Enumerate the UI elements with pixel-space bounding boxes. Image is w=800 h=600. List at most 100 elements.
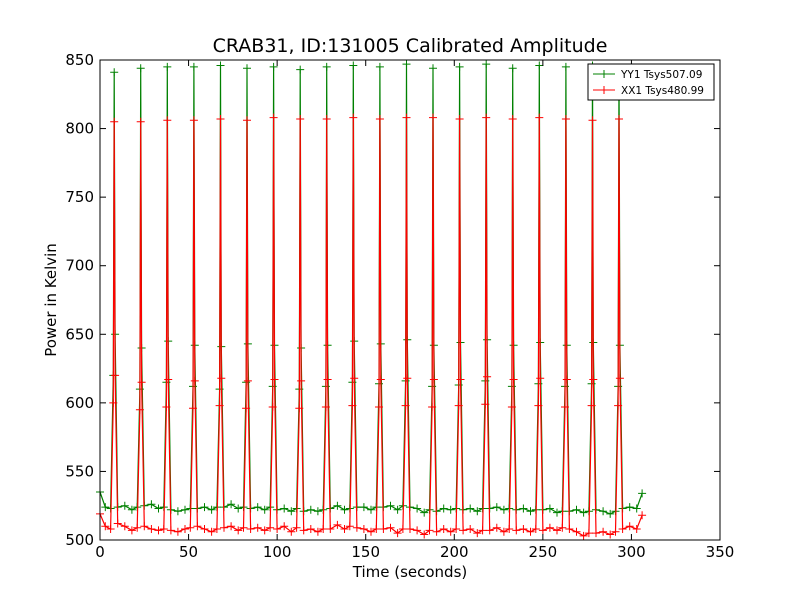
data-point-marker [589, 375, 598, 384]
data-point-marker [189, 62, 198, 71]
data-point-marker [425, 526, 434, 535]
data-point-marker [186, 523, 195, 532]
data-point-marker [333, 520, 342, 529]
data-point-marker [135, 405, 144, 414]
data-point-marker [319, 525, 328, 533]
data-point-marker [519, 525, 528, 533]
data-point-marker [615, 115, 623, 123]
data-point-marker [349, 113, 358, 122]
data-point-marker [439, 525, 448, 533]
data-point-marker [455, 62, 464, 71]
data-point-marker [403, 374, 412, 383]
data-point-marker [432, 527, 441, 536]
x-tick-label: 50 [179, 543, 198, 561]
data-point-marker [565, 525, 574, 533]
data-point-marker [106, 525, 115, 533]
data-point-marker [321, 403, 330, 411]
data-point-marker [429, 64, 437, 73]
data-point-marker [572, 527, 581, 536]
data-point-marker [606, 530, 615, 539]
data-point-marker [269, 113, 278, 122]
data-point-marker [531, 525, 540, 533]
y-tick-label: 850 [65, 51, 94, 69]
data-point-marker [485, 526, 494, 535]
data-point-marker [545, 504, 554, 513]
data-point-marker [454, 401, 463, 410]
legend-label-yy1: YY1 Tsys507.09 [620, 69, 702, 81]
data-point-marker [216, 61, 225, 70]
data-point-marker [322, 62, 331, 71]
data-point-marker [519, 504, 528, 513]
data-point-marker [455, 115, 464, 123]
series-line [99, 64, 643, 515]
data-point-marker [413, 526, 422, 535]
data-point-marker [618, 525, 627, 533]
data-point-marker [482, 60, 491, 69]
data-point-marker [227, 500, 236, 509]
data-point-marker [614, 401, 623, 410]
data-point-marker [553, 526, 561, 535]
data-point-marker [625, 522, 634, 531]
y-tick-label: 600 [65, 394, 94, 412]
data-point-marker [587, 401, 596, 410]
data-point-marker [137, 378, 146, 387]
y-tick-label: 550 [65, 462, 94, 480]
data-point-marker [111, 371, 120, 380]
data-point-marker [393, 505, 402, 514]
series-layer [96, 60, 647, 540]
data-point-marker [280, 504, 289, 513]
data-point-marker [260, 526, 269, 535]
data-point-marker [133, 523, 142, 532]
data-point-marker [561, 403, 569, 411]
x-tick-label: 250 [529, 543, 558, 561]
series-xx1 [96, 113, 647, 540]
data-point-marker [375, 62, 384, 71]
data-point-marker [561, 62, 570, 71]
data-point-marker [101, 522, 110, 531]
data-point-marker [242, 404, 251, 413]
data-point-marker [420, 530, 429, 539]
data-point-marker [127, 526, 136, 535]
data-point-marker [147, 500, 156, 509]
data-point-marker [166, 526, 175, 535]
data-point-marker [499, 505, 508, 514]
data-point-marker [270, 375, 279, 384]
data-point-marker [413, 504, 422, 513]
data-point-marker [212, 525, 221, 533]
data-point-marker [234, 526, 243, 535]
legend-entry-yy1: YY1 Tsys507.09 [593, 69, 702, 81]
data-point-marker [579, 508, 588, 517]
data-point-marker [120, 501, 129, 510]
data-point-marker [492, 503, 501, 512]
plot-frame [99, 59, 721, 541]
data-point-marker [147, 525, 156, 533]
data-point-marker [473, 529, 482, 538]
data-point-marker [348, 401, 357, 410]
data-point-marker [280, 522, 289, 531]
data-point-marker [545, 523, 554, 532]
data-point-marker [452, 525, 461, 533]
legend-label-xx1: XX1 Tsys480.99 [621, 85, 704, 97]
data-point-marker [508, 64, 517, 73]
data-point-marker [159, 525, 168, 533]
data-point-marker [632, 504, 641, 513]
data-point-marker [507, 403, 516, 411]
data-point-marker [313, 527, 322, 536]
x-tick-label: 350 [706, 543, 735, 561]
data-point-marker [592, 529, 600, 538]
data-point-marker [200, 503, 209, 512]
x-tick-label: 300 [617, 543, 646, 561]
data-point-marker [266, 523, 275, 532]
data-point-marker [110, 68, 119, 77]
data-point-marker [615, 374, 624, 383]
data-point-marker [572, 505, 581, 514]
data-point-marker [207, 505, 216, 514]
data-point-marker [110, 117, 119, 126]
data-point-marker [466, 525, 475, 533]
data-point-marker [234, 504, 243, 513]
x-tick-label: 100 [263, 543, 292, 561]
data-point-marker [512, 526, 521, 535]
data-point-marker [345, 522, 354, 531]
data-point-marker [372, 525, 381, 533]
data-point-marker [509, 375, 518, 384]
